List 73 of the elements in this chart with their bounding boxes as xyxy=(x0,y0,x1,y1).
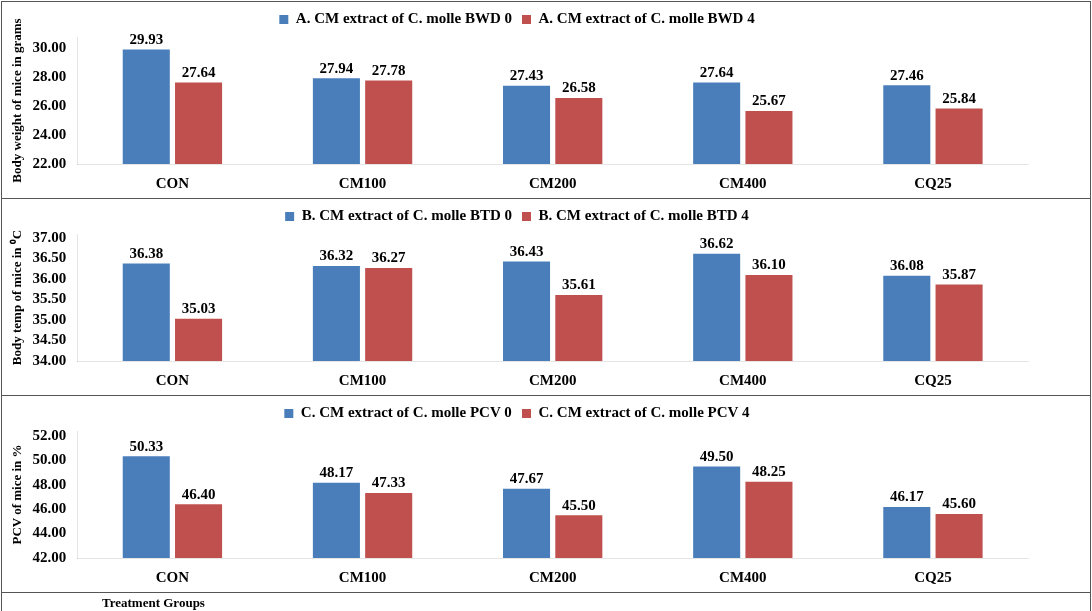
x-tick-label: CON xyxy=(155,568,190,585)
data-label: 46.17 xyxy=(889,488,925,505)
data-label: 36.43 xyxy=(509,242,544,259)
x-tick-label: CM400 xyxy=(719,371,767,388)
data-label: 35.61 xyxy=(561,276,596,293)
x-tick-label: CM100 xyxy=(338,174,387,191)
data-label: 36.62 xyxy=(699,235,734,252)
data-label: 27.43 xyxy=(509,67,544,84)
x-axis-title: Treatment Groups xyxy=(101,594,206,611)
legend-label: B. CM extract of C. molle BTD 0 xyxy=(301,207,513,224)
data-label: 35.87 xyxy=(942,265,977,282)
legend-label: C. CM extract of C. molle PCV 0 xyxy=(300,404,512,421)
data-label: 27.64 xyxy=(181,63,216,80)
x-tick-label: CM100 xyxy=(338,568,387,585)
x-tick-label: CM400 xyxy=(719,174,767,191)
y-axis-title: PCV of mice in % xyxy=(9,444,25,545)
data-label: 36.32 xyxy=(319,247,354,264)
x-tick-label: CQ25 xyxy=(914,174,952,191)
data-label: 45.50 xyxy=(561,496,596,513)
y-tick-label: 34.50 xyxy=(32,331,67,348)
y-tick-label: 28.00 xyxy=(32,68,67,85)
y-tick-label: 36.00 xyxy=(32,269,67,286)
data-label: 27.78 xyxy=(371,61,406,78)
y-tick-label: 37.00 xyxy=(32,228,67,245)
data-label: 49.50 xyxy=(699,447,734,464)
y-tick-label: 26.00 xyxy=(32,97,67,114)
y-tick-label: 50.00 xyxy=(32,451,67,468)
x-tick-label: CM200 xyxy=(528,174,577,191)
data-label: 27.64 xyxy=(699,63,735,80)
y-tick-label: 36.50 xyxy=(32,249,67,266)
y-tick-label: 42.00 xyxy=(32,548,67,565)
data-label: 48.17 xyxy=(319,464,354,481)
data-label: 36.38 xyxy=(129,244,164,261)
data-label: 36.08 xyxy=(889,257,924,274)
data-label: 48.25 xyxy=(752,463,786,480)
data-label: 46.40 xyxy=(181,485,216,502)
y-tick-label: 30.00 xyxy=(32,39,67,56)
data-label: 50.33 xyxy=(129,437,164,454)
data-label: 26.58 xyxy=(561,79,596,96)
x-tick-label: CM400 xyxy=(719,568,767,585)
x-tick-label: CM200 xyxy=(528,371,577,388)
y-tick-label: 34.00 xyxy=(32,351,67,368)
x-tick-label: CQ25 xyxy=(914,371,952,388)
y-tick-label: 22.00 xyxy=(32,154,67,171)
y-tick-label: 35.00 xyxy=(32,310,67,327)
y-tick-label: 44.00 xyxy=(32,524,67,541)
data-label: 25.67 xyxy=(752,92,787,109)
data-label: 35.03 xyxy=(181,300,216,317)
y-tick-label: 24.00 xyxy=(32,126,67,143)
data-label: 45.60 xyxy=(942,495,976,512)
x-tick-label: CM100 xyxy=(338,371,387,388)
legend-label: A. CM extract of C. molle BWD 4 xyxy=(538,10,756,27)
y-axis-title: Body temp of mice in ⁰C xyxy=(9,229,25,366)
data-label: 27.94 xyxy=(319,59,354,76)
data-label: 27.46 xyxy=(889,66,925,83)
data-label: 25.84 xyxy=(942,89,977,106)
data-label: 47.33 xyxy=(371,474,406,491)
x-tick-label: CON xyxy=(155,371,190,388)
y-tick-label: 52.00 xyxy=(32,426,67,443)
data-label: 36.10 xyxy=(752,256,786,273)
y-tick-label: 35.50 xyxy=(32,290,67,307)
x-tick-label: CON xyxy=(155,174,190,191)
data-label: 47.67 xyxy=(509,470,544,487)
x-tick-label: CM200 xyxy=(528,568,577,585)
x-tick-label: CQ25 xyxy=(914,568,952,585)
legend-label: B. CM extract of C. molle BTD 4 xyxy=(538,207,750,224)
y-tick-label: 48.00 xyxy=(32,475,67,492)
y-tick-label: 46.00 xyxy=(32,500,67,517)
legend-label: C. CM extract of C. molle PCV 4 xyxy=(538,404,750,421)
legend-label: A. CM extract of C. molle BWD 0 xyxy=(295,10,513,27)
data-label: 36.27 xyxy=(371,249,407,266)
data-label: 29.93 xyxy=(129,30,164,47)
y-axis-title: Body weight of mice in grams xyxy=(9,18,25,183)
